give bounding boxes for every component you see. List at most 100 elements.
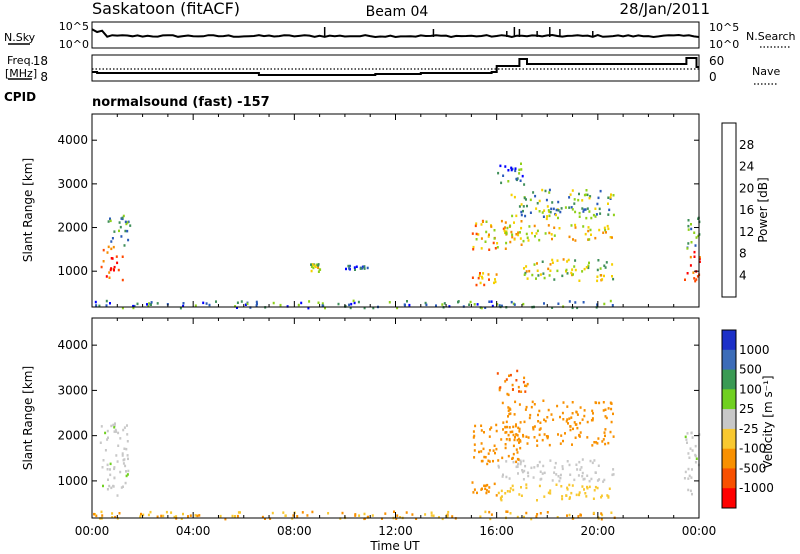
heatmap-cell	[544, 419, 547, 423]
heatmap-cell	[117, 444, 120, 447]
heatmap-cell	[501, 456, 504, 460]
heatmap-cell	[485, 491, 488, 495]
heatmap-cell	[565, 270, 567, 273]
heatmap-cell	[515, 379, 518, 382]
heatmap-cell	[119, 437, 122, 440]
colorbar-swatch	[722, 389, 736, 410]
heatmap-cell	[490, 426, 493, 429]
heatmap-cell	[570, 271, 573, 275]
heatmap-cell	[607, 202, 609, 205]
heatmap-cell	[129, 224, 132, 227]
heatmap-cell	[473, 443, 476, 446]
velocity-colorbar-label: Velocity [m s⁻¹]	[761, 375, 775, 468]
heatmap-cell	[483, 484, 486, 487]
heatmap-cell	[561, 411, 564, 415]
heatmap-cell	[611, 236, 613, 239]
heatmap-cell	[536, 444, 539, 447]
heatmap-cell	[562, 401, 565, 404]
heatmap-cell	[504, 380, 507, 383]
heatmap-cell	[517, 437, 520, 441]
heatmap-cell	[557, 216, 559, 220]
heatmap-cell	[589, 459, 592, 463]
heatmap-cell	[597, 464, 600, 467]
heatmap-cell	[483, 431, 485, 434]
heatmap-cell	[102, 260, 105, 263]
heatmap-cell	[162, 514, 165, 518]
heatmap-cell	[537, 413, 539, 417]
heatmap-cell	[686, 432, 689, 435]
heatmap-cell	[582, 478, 585, 481]
heatmap-cell	[536, 202, 539, 205]
heatmap-cell	[553, 226, 556, 229]
heatmap-cell	[530, 466, 533, 470]
heatmap-cell	[499, 386, 502, 389]
heatmap-cell	[587, 229, 590, 233]
colorbar-swatch	[722, 349, 736, 371]
heatmap-cell	[530, 517, 533, 521]
heatmap-cell	[607, 196, 610, 199]
heatmap-cell	[150, 303, 152, 306]
heatmap-cell	[126, 440, 129, 443]
heatmap-cell	[146, 303, 148, 306]
heatmap-cell	[451, 515, 454, 518]
heatmap-cell	[121, 278, 124, 282]
nsky-panel: N.Sky 10^5 10^0 10^5 10^0 N.Search	[4, 20, 796, 51]
heatmap-cell	[500, 181, 503, 185]
heatmap-cell	[296, 515, 299, 518]
heatmap-cell	[527, 471, 530, 475]
heatmap-cell	[139, 515, 142, 519]
heatmap-cell	[612, 213, 615, 217]
heatmap-cell	[441, 517, 444, 521]
heatmap-cell	[538, 210, 541, 213]
heatmap-cell	[525, 511, 528, 515]
heatmap-cell	[524, 214, 527, 218]
heatmap-cell	[396, 514, 399, 517]
heatmap-cell	[507, 433, 510, 437]
heatmap-cell	[504, 226, 506, 229]
heatmap-cell	[514, 400, 517, 404]
heatmap-cell	[538, 409, 541, 413]
heatmap-cell	[684, 470, 687, 474]
heatmap-cell	[591, 444, 594, 447]
heatmap-cell	[474, 424, 477, 428]
heatmap-cell	[482, 447, 485, 451]
heatmap-cell	[399, 516, 402, 519]
heatmap-cell	[514, 167, 517, 170]
heatmap-cell	[115, 454, 118, 457]
heatmap-cell	[476, 303, 479, 306]
heatmap-cell	[339, 517, 342, 520]
heatmap-cell	[502, 421, 505, 424]
heatmap-cell	[505, 438, 508, 441]
heatmap-cell	[547, 491, 550, 495]
heatmap-cell	[693, 255, 696, 258]
heatmap-cell	[513, 221, 515, 224]
heatmap-cell	[557, 209, 560, 212]
heatmap-cell	[691, 436, 694, 439]
heatmap-cell	[495, 429, 498, 433]
heatmap-cell	[363, 512, 366, 516]
heatmap-cell	[573, 265, 576, 268]
heatmap-cell	[494, 247, 497, 250]
heatmap-cell	[530, 405, 533, 409]
heatmap-cell	[559, 210, 562, 214]
heatmap-cell	[111, 512, 114, 515]
heatmap-cell	[525, 265, 528, 268]
heatmap-cell	[106, 488, 109, 491]
heatmap-cell	[526, 277, 529, 280]
heatmap-cell	[411, 513, 414, 516]
heatmap-cell	[345, 267, 347, 271]
heatmap-cell	[687, 477, 690, 480]
heatmap-cell	[297, 303, 300, 307]
heatmap-cell	[480, 247, 483, 250]
heatmap-cell	[484, 487, 487, 490]
heatmap-cell	[566, 460, 569, 463]
heatmap-cell	[501, 401, 504, 405]
heatmap-cell	[691, 492, 693, 496]
heatmap-cell	[586, 193, 589, 197]
heatmap-cell	[507, 454, 510, 458]
heatmap-cell	[480, 450, 483, 453]
heatmap-cell	[513, 413, 516, 416]
heatmap-cell	[519, 179, 522, 182]
heatmap-cell	[518, 205, 521, 208]
heatmap-cell	[561, 465, 564, 468]
